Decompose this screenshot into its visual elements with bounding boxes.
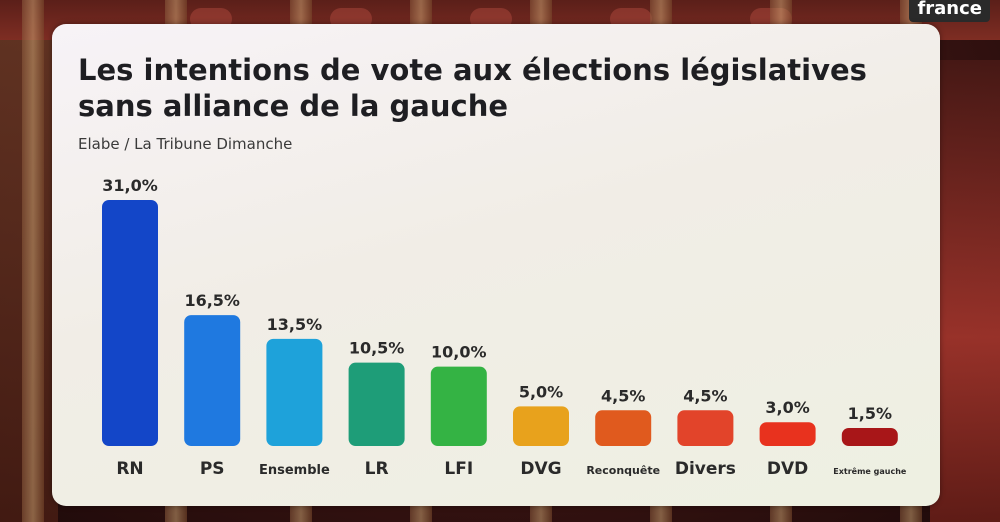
bar-value-label: 10,5% bbox=[349, 339, 405, 358]
bar-value-label: 10,0% bbox=[431, 343, 487, 362]
bar-chart: 31,0% RN 16,5% PS 13,5% Ensemble 10,5% LR 10,0% L… bbox=[102, 176, 907, 479]
category-label: DVD bbox=[767, 459, 808, 479]
bar-value-label: 3,0% bbox=[765, 398, 809, 417]
bar-lfi bbox=[430, 366, 487, 446]
bar-value-label: 4,5% bbox=[601, 386, 645, 405]
bar-dvd bbox=[759, 422, 816, 446]
bar-extrême-gauche bbox=[841, 428, 898, 446]
chart-title: Les intentions de vote aux élections lég… bbox=[78, 52, 898, 124]
bar-value-label: 31,0% bbox=[102, 176, 158, 195]
category-label: PS bbox=[200, 459, 225, 479]
bar-value-label: 13,5% bbox=[267, 315, 323, 334]
chart-card: Les intentions de vote aux élections lég… bbox=[52, 24, 940, 506]
chart-title-line-2: sans alliance de la gauche bbox=[78, 89, 509, 123]
bar-value-label: 5,0% bbox=[519, 382, 563, 401]
category-label: LFI bbox=[444, 459, 473, 479]
category-label: Reconquête bbox=[586, 464, 660, 477]
chart-source: Elabe / La Tribune Dimanche bbox=[78, 135, 293, 153]
category-label: Extrême gauche bbox=[833, 466, 907, 476]
bar-value-label: 16,5% bbox=[184, 291, 240, 310]
background-column bbox=[22, 0, 44, 522]
category-label: DVG bbox=[520, 459, 561, 479]
bar-ensemble bbox=[266, 338, 323, 446]
bar-value-label: 1,5% bbox=[848, 404, 892, 423]
chart-title-line-1: Les intentions de vote aux élections lég… bbox=[78, 53, 867, 87]
background-right-seats bbox=[930, 60, 1000, 522]
bar-lr bbox=[348, 362, 405, 446]
category-label: LR bbox=[365, 459, 389, 479]
bar-value-label: 4,5% bbox=[683, 386, 727, 405]
bar-rn bbox=[102, 200, 158, 446]
bar-dvg bbox=[513, 406, 569, 446]
category-label: Ensemble bbox=[259, 463, 330, 478]
category-label: Divers bbox=[675, 459, 736, 479]
category-label: RN bbox=[116, 459, 143, 479]
channel-logo: france bbox=[909, 0, 990, 22]
bar-reconquête bbox=[595, 410, 652, 446]
bar-divers bbox=[677, 410, 734, 446]
bar-ps bbox=[184, 315, 241, 446]
